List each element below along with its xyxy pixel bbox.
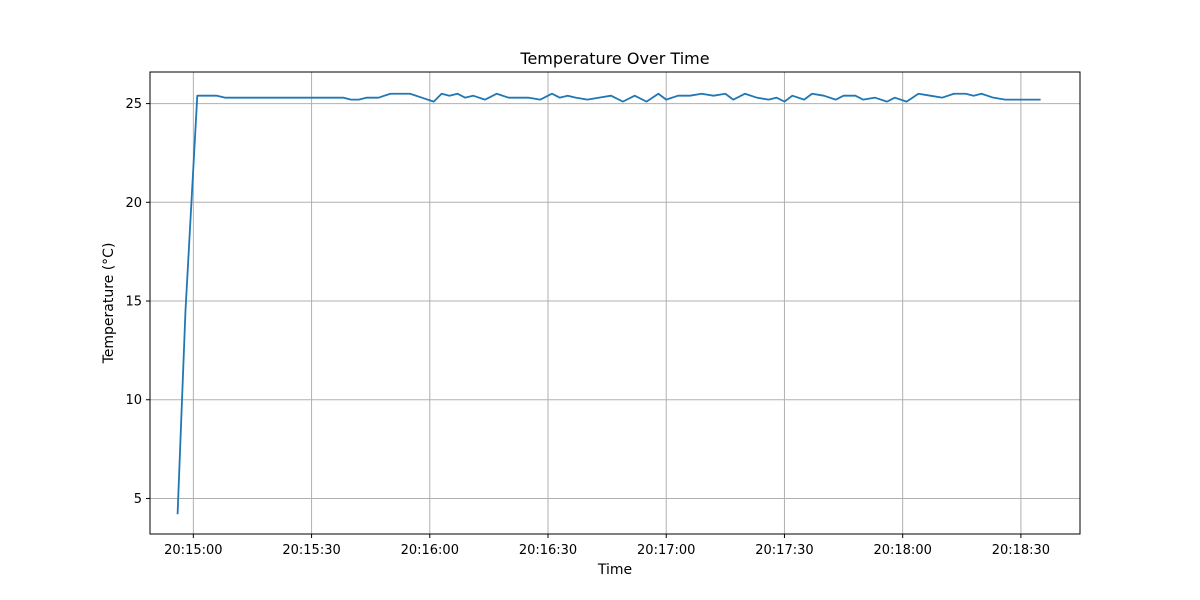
x-axis-label: Time: [597, 562, 632, 578]
chart-title: Temperature Over Time: [519, 49, 709, 68]
x-tick-label: 20:18:30: [992, 543, 1050, 558]
x-axis-ticks: 20:15:00 20:15:30 20:16:00 20:16:30 20:17:00…: [164, 534, 1050, 558]
y-axis-ticks: 5 10 15 20 25: [125, 97, 150, 507]
temperature-series-line: [176, 92, 1041, 515]
y-tick-label: 10: [125, 393, 142, 408]
y-axis-label: Temperature (°C): [101, 243, 117, 365]
grid-lines: [150, 72, 1080, 534]
series-layer: [176, 92, 1041, 515]
plot-area-frame: [149, 71, 1081, 535]
x-tick-label: 20:16:30: [519, 543, 577, 558]
x-tick-label: 20:16:00: [401, 543, 459, 558]
y-tick-label: 25: [125, 97, 142, 112]
y-tick-label: 20: [125, 196, 142, 211]
x-tick-label: 20:17:30: [755, 543, 813, 558]
x-tick-label: 20:18:00: [873, 543, 931, 558]
x-tick-label: 20:17:00: [637, 543, 695, 558]
x-tick-label: 20:15:00: [164, 543, 222, 558]
y-tick-label: 15: [125, 295, 142, 310]
x-tick-label: 20:15:30: [282, 543, 340, 558]
y-tick-label: 5: [134, 492, 142, 507]
